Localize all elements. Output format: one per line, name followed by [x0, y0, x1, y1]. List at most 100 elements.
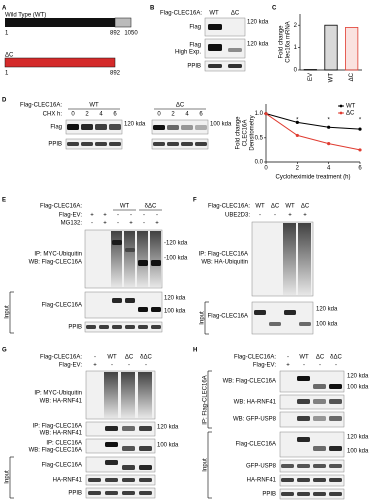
label: Flag-CLEC16A: [40, 355, 82, 361]
bar [324, 24, 338, 71]
band [105, 426, 118, 431]
y-tick-label: 0.0 [255, 160, 264, 166]
band [138, 325, 148, 329]
label: Input [200, 311, 206, 325]
label: + [103, 221, 107, 227]
x-tick-label: 0 [264, 166, 268, 172]
band [195, 142, 207, 146]
label: 2 [171, 112, 175, 118]
band [313, 446, 326, 451]
blot [84, 229, 163, 289]
label: WB: Flag-CLEC16A [29, 448, 82, 454]
band [112, 298, 122, 303]
label: ΔC [176, 103, 185, 109]
label: + [93, 363, 97, 369]
label: 120 kda [347, 374, 369, 380]
band [122, 465, 135, 470]
label: - [143, 221, 145, 227]
label: Flag-CLEC16A: [208, 204, 250, 210]
label: 100 kda [157, 443, 179, 449]
bar [345, 27, 359, 71]
label: 120 kda [247, 20, 269, 26]
band [297, 437, 310, 442]
label: + [129, 221, 133, 227]
band [228, 48, 242, 52]
label: Flag-CLEC16A: [160, 11, 202, 17]
point [295, 120, 299, 124]
band [297, 464, 310, 468]
band [254, 310, 266, 315]
label: ΔC [316, 355, 325, 361]
label: -100 kda [164, 256, 188, 262]
y-tick-label: 2 [294, 23, 298, 29]
band [88, 478, 101, 482]
label: δΔC [330, 355, 342, 361]
label: - [94, 355, 96, 361]
band [112, 325, 122, 329]
label: + [303, 213, 307, 219]
label: 892 [110, 71, 121, 77]
band [109, 142, 121, 146]
blot [85, 487, 156, 499]
domain-bar [4, 57, 116, 68]
band [151, 307, 161, 312]
band [122, 446, 135, 451]
smear [111, 231, 122, 287]
label: - [156, 213, 158, 219]
label: WT [120, 204, 130, 210]
band [299, 322, 311, 326]
label: Flag-EV: [253, 363, 276, 369]
band [195, 125, 207, 130]
band [105, 478, 118, 482]
label: PPIB [262, 492, 276, 498]
band [167, 125, 179, 130]
label: Flag [189, 43, 201, 49]
label: 100 kda [316, 322, 338, 328]
smear [137, 231, 148, 287]
blot [84, 321, 163, 333]
band [81, 142, 93, 146]
label: IP: Flag-CLEC16A [199, 252, 248, 258]
label: Flag [189, 25, 201, 31]
label: + [286, 363, 290, 369]
band [153, 125, 165, 130]
blot [251, 301, 314, 335]
label: Flag-CLEC16A: [234, 355, 276, 361]
point [295, 133, 299, 138]
point [358, 127, 362, 131]
panel-letter: C [272, 6, 277, 12]
blot [204, 60, 246, 72]
smear [283, 223, 296, 295]
label: WB: Flag-CLEC16A [223, 379, 276, 385]
panel-letter: E [2, 198, 6, 204]
band [208, 64, 222, 68]
axis-title: Fold change [279, 25, 285, 59]
band [125, 325, 135, 329]
label: WB: HA-RNF41 [40, 399, 83, 405]
smear [150, 231, 161, 287]
band [151, 325, 161, 329]
panel-letter: D [2, 98, 7, 104]
band [67, 124, 79, 130]
blot [279, 474, 345, 487]
label: IP: MYC-Ubiquitin [34, 252, 82, 258]
label: HA-RNF41 [53, 478, 83, 484]
label: 100 kda [164, 309, 186, 315]
label: WT [255, 204, 265, 210]
label: + [90, 213, 94, 219]
label: Flag-CLEC16A [42, 303, 82, 309]
label: 4 [185, 112, 189, 118]
label: PPIB [187, 64, 201, 70]
band [297, 492, 310, 496]
label: - [319, 363, 321, 369]
label: 1 [5, 71, 9, 77]
label: Flag-CLEC16A: [20, 103, 62, 109]
x-tick-label: 4 [327, 166, 331, 172]
band [139, 491, 152, 495]
label: MG132: [61, 221, 83, 227]
label: 4 [99, 112, 103, 118]
panel-letter: F [193, 198, 197, 204]
band [297, 416, 310, 421]
blot [204, 38, 246, 59]
blot [279, 431, 345, 458]
